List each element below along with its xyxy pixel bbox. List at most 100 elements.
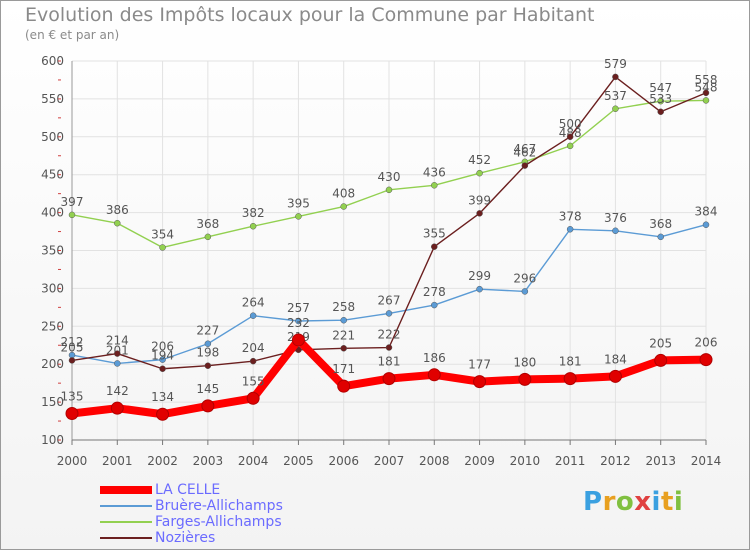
data-label: 537 — [604, 89, 627, 103]
data-point — [249, 312, 257, 319]
x-tick-label: 2013 — [645, 454, 676, 468]
data-label: 155 — [242, 374, 265, 388]
data-label: 205 — [649, 336, 672, 350]
data-point — [159, 365, 166, 372]
data-label: 264 — [242, 296, 265, 310]
data-label: 258 — [332, 300, 355, 314]
data-label: 533 — [649, 92, 672, 106]
data-point — [249, 357, 257, 365]
x-tick-label: 2008 — [419, 454, 450, 468]
data-point — [612, 227, 619, 235]
logo-letter: P — [583, 487, 603, 517]
data-label: 214 — [106, 334, 129, 348]
data-point — [204, 340, 212, 347]
data-label: 462 — [513, 146, 536, 160]
data-label: 135 — [61, 389, 84, 403]
y-tick-label: 350 — [41, 244, 64, 258]
data-label: 558 — [695, 73, 718, 87]
data-point — [476, 210, 483, 217]
data-label: 368 — [196, 217, 219, 231]
legend-label: LA CELLE — [155, 482, 221, 498]
data-point — [295, 317, 302, 325]
data-point — [563, 372, 577, 386]
data-label: 378 — [559, 209, 582, 223]
x-tick-label: 2012 — [600, 454, 631, 468]
data-label: 206 — [695, 336, 718, 350]
data-label: 186 — [423, 351, 446, 365]
data-label: 579 — [604, 57, 627, 71]
data-point — [431, 243, 438, 250]
legend-swatch — [100, 521, 152, 523]
y-tick-label: 100 — [41, 433, 64, 447]
data-label: 232 — [287, 316, 310, 330]
data-label: 395 — [287, 196, 310, 210]
y-tick-label: 500 — [41, 130, 64, 144]
data-point — [385, 310, 393, 317]
data-label: 184 — [604, 352, 627, 366]
data-point — [291, 333, 305, 347]
data-point — [476, 169, 483, 177]
data-label: 384 — [695, 205, 718, 219]
logo-letter: i — [651, 487, 661, 517]
data-point — [518, 372, 532, 386]
data-point — [612, 105, 619, 113]
data-point — [68, 357, 76, 364]
x-tick-label: 2001 — [102, 454, 133, 468]
data-label: 408 — [332, 187, 355, 201]
data-point — [382, 372, 396, 386]
data-label: 134 — [151, 390, 174, 404]
data-point — [431, 182, 438, 189]
data-label: 212 — [61, 335, 84, 349]
logo-letter: o — [615, 487, 635, 517]
data-point — [657, 97, 664, 105]
data-label: 181 — [378, 355, 401, 369]
data-label: 376 — [604, 211, 627, 225]
data-point — [566, 226, 574, 233]
data-point — [612, 73, 619, 81]
y-tick-label: 600 — [41, 54, 64, 68]
chart-legend: LA CELLE Bruère-Allichamps Farges-Allicham… — [100, 482, 360, 546]
data-label: 257 — [287, 301, 310, 315]
data-label: 145 — [196, 382, 219, 396]
data-label: 204 — [242, 341, 265, 355]
legend-item: Bruère-Allichamps — [100, 498, 360, 514]
data-label: 181 — [559, 355, 582, 369]
legend-label: Nozières — [155, 530, 216, 546]
data-point — [340, 203, 347, 210]
x-tick-label: 2002 — [147, 454, 178, 468]
data-point — [65, 406, 79, 420]
data-point — [114, 350, 121, 357]
data-point — [204, 233, 212, 241]
legend-swatch — [100, 486, 152, 494]
data-point — [204, 362, 212, 369]
data-label: 548 — [695, 80, 718, 94]
legend-item: Farges-Allichamps — [100, 514, 360, 530]
data-point — [702, 97, 710, 104]
legend-item: Nozières — [100, 530, 360, 546]
data-label: 296 — [513, 271, 536, 285]
data-point — [201, 399, 215, 413]
x-tick-label: 2010 — [510, 454, 541, 468]
x-tick-label: 2005 — [283, 454, 314, 468]
data-point — [566, 142, 574, 150]
y-tick-label: 550 — [41, 92, 64, 106]
x-tick-label: 2009 — [464, 454, 495, 468]
legend-item: LA CELLE — [100, 482, 360, 498]
data-point — [473, 375, 487, 389]
data-point — [657, 108, 664, 116]
data-point — [431, 301, 438, 309]
data-label: 180 — [513, 355, 536, 369]
data-point — [340, 345, 347, 352]
data-label: 467 — [513, 142, 536, 156]
data-point — [249, 222, 257, 230]
logo-letter: r — [602, 487, 616, 517]
data-label: 354 — [151, 227, 174, 241]
data-point — [340, 316, 347, 324]
data-label: 382 — [242, 206, 265, 220]
x-tick-label: 2003 — [193, 454, 224, 468]
data-point — [702, 221, 710, 228]
data-point — [521, 162, 529, 169]
data-label: 399 — [468, 193, 491, 207]
data-label: 267 — [378, 293, 401, 307]
